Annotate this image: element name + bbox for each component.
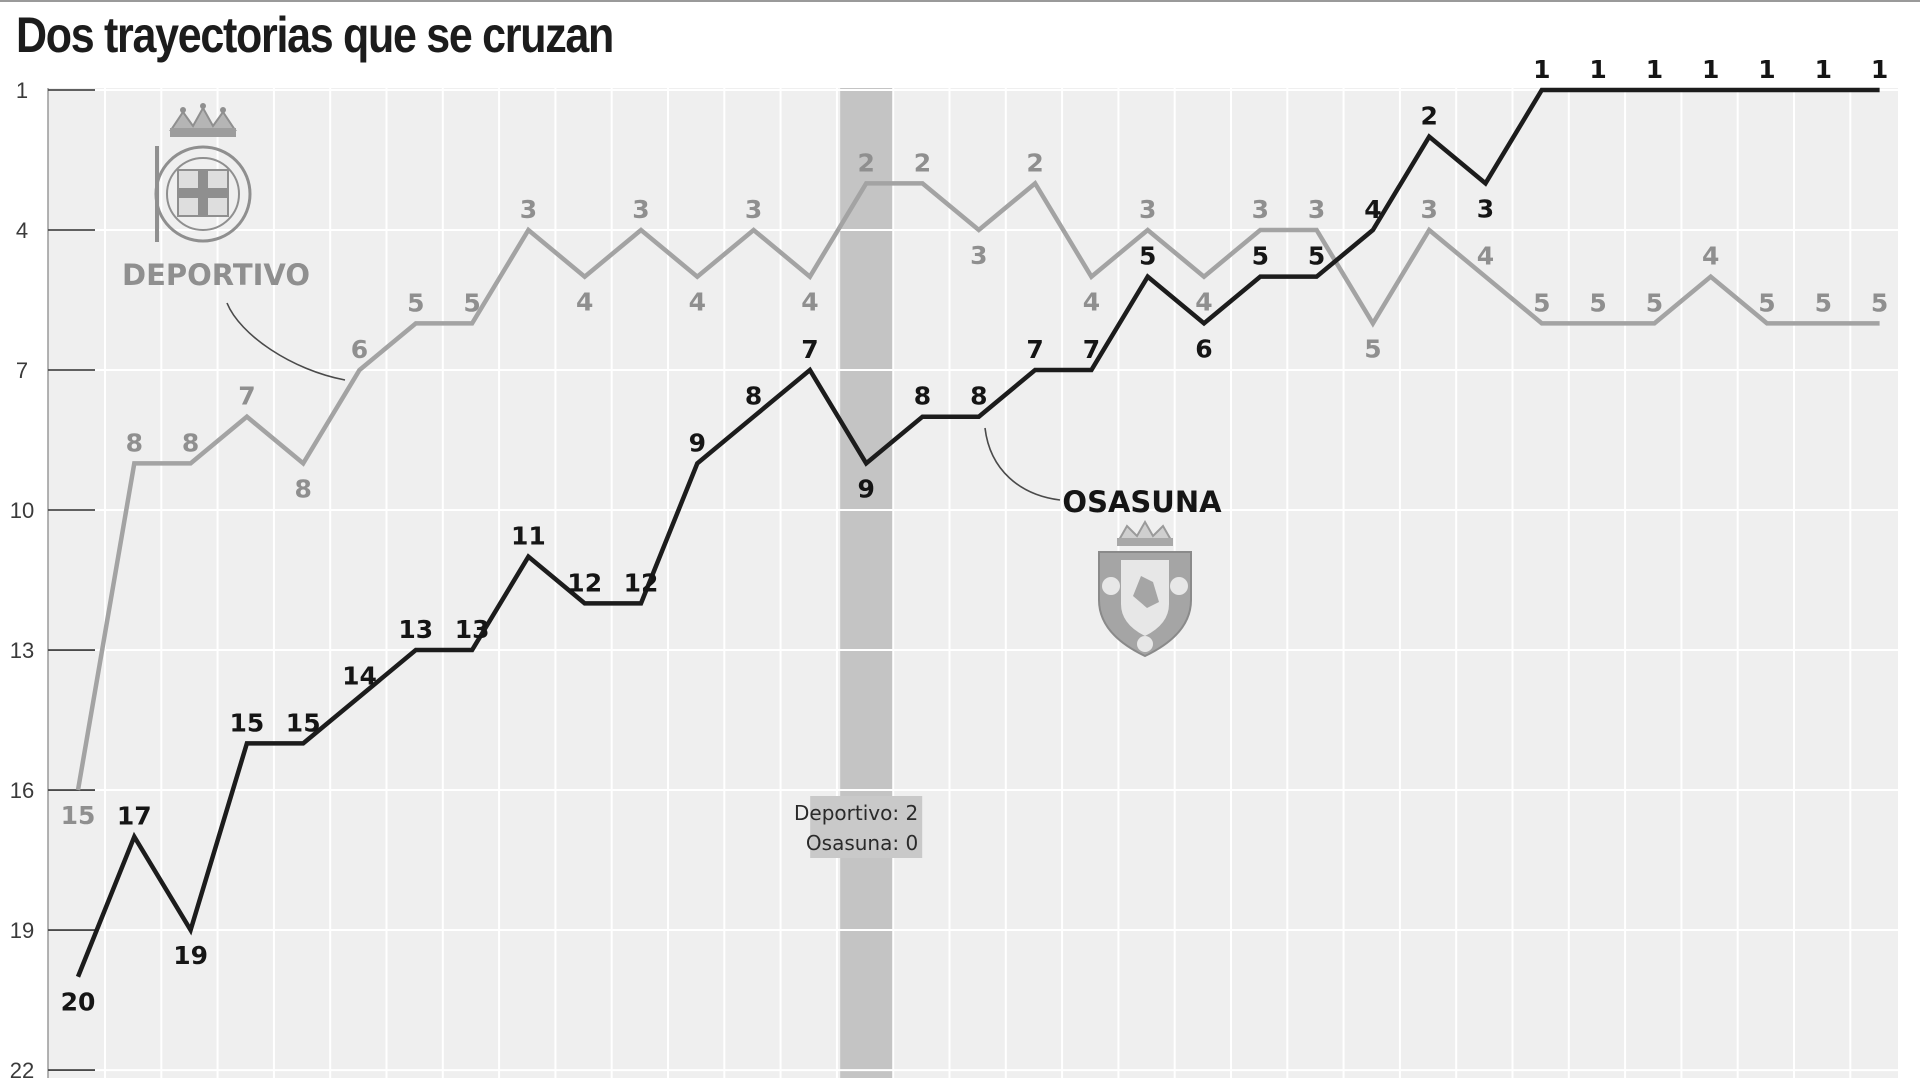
osasuna-data-label: 5	[1139, 242, 1156, 271]
y-tick-label: 16	[10, 778, 34, 803]
osasuna-crest-icon	[1098, 519, 1192, 658]
y-tick-label: 7	[16, 358, 28, 383]
result-annotation-line-2: Osasuna: 0	[806, 831, 918, 855]
deportivo-data-label: 6	[351, 335, 368, 364]
deportivo-data-label: 5	[1815, 288, 1832, 317]
y-tick-label: 4	[16, 218, 28, 243]
deportivo-data-label: 8	[126, 428, 143, 457]
deportivo-data-label: 4	[801, 288, 818, 317]
osasuna-line	[75, 87, 1880, 978]
osasuna-data-label: 8	[745, 382, 762, 411]
horizontal-gridlines	[48, 89, 1898, 1072]
result-annotation-box	[810, 796, 923, 858]
deportivo-data-label: 5	[463, 288, 480, 317]
osasuna-data-label: 7	[1026, 335, 1043, 364]
deportivo-data-label: 3	[520, 195, 537, 224]
deportivo-data-label: 4	[1083, 288, 1100, 317]
deportivo-data-label: 4	[576, 288, 593, 317]
deportivo-data-label: 5	[1646, 288, 1663, 317]
deportivo-data-label: 3	[1252, 195, 1269, 224]
deportivo-data-label: 3	[632, 195, 649, 224]
y-tick-label: 13	[10, 638, 34, 663]
y-tick-label: 10	[10, 498, 34, 523]
osasuna-data-label: 15	[286, 708, 321, 737]
deportivo-data-label: 3	[970, 241, 987, 270]
osasuna-data-label: 12	[567, 568, 602, 597]
osasuna-data-label: 13	[455, 615, 490, 644]
deportivo-data-label: 15	[61, 801, 96, 830]
deportivo-data-label: 2	[914, 148, 931, 177]
deportivo-label: DEPORTIVO	[122, 258, 310, 292]
osasuna-data-label: 19	[173, 941, 208, 970]
osasuna-data-label: 1	[1702, 55, 1719, 84]
deportivo-crest-icon	[154, 103, 252, 243]
osasuna-data-label: 2	[1420, 102, 1437, 131]
osasuna-data-label: 12	[624, 568, 659, 597]
deportivo-line	[75, 179, 1880, 791]
deportivo-data-label: 4	[1195, 288, 1212, 317]
y-tick-label: 1	[16, 78, 28, 103]
y-axis: 1 4 7 10 13 16 19 22	[10, 78, 95, 1080]
deportivo-data-label: 5	[1533, 288, 1550, 317]
osasuna-data-label: 1	[1589, 55, 1606, 84]
deportivo-data-label: 5	[1364, 334, 1381, 363]
osasuna-data-label: 11	[511, 522, 546, 551]
deportivo-data-label: 2	[1026, 148, 1043, 177]
deportivo-data-label: 8	[182, 428, 199, 457]
osasuna-data-label: 1	[1758, 55, 1775, 84]
deportivo-data-label: 5	[1758, 288, 1775, 317]
deportivo-data-label: 5	[407, 288, 424, 317]
osasuna-data-label: 1	[1815, 55, 1832, 84]
deportivo-data-label: 3	[1308, 195, 1325, 224]
osasuna-data-label: 9	[689, 428, 706, 457]
y-tick-label: 22	[10, 1058, 34, 1080]
y-tick-label: 19	[10, 918, 34, 943]
osasuna-data-label: 1	[1871, 55, 1888, 84]
deportivo-data-label: 7	[238, 382, 255, 411]
deportivo-data-label: 3	[1139, 195, 1156, 224]
osasuna-data-label: 1	[1646, 55, 1663, 84]
osasuna-data-label: 9	[857, 474, 874, 503]
top-rule	[0, 0, 1920, 2]
osasuna-data-label: 3	[1477, 194, 1494, 223]
osasuna-data-label: 20	[61, 988, 96, 1017]
result-annotation-line-1: Deportivo: 2	[794, 801, 918, 825]
osasuna-label: OSASUNA	[1062, 485, 1222, 519]
osasuna-data-label: 8	[970, 382, 987, 411]
deportivo-data-label: 3	[745, 195, 762, 224]
deportivo-data-label: 2	[857, 148, 874, 177]
osasuna-data-label: 5	[1252, 242, 1269, 271]
deportivo-data-label: 4	[689, 288, 706, 317]
osasuna-data-label: 7	[1083, 335, 1100, 364]
plot-background	[48, 88, 1898, 1078]
series-lines	[75, 87, 1880, 978]
osasuna-data-label: 14	[342, 662, 377, 691]
chart-title: Dos trayectorias que se cruzan	[16, 7, 614, 63]
osasuna-data-label: 17	[117, 802, 152, 831]
osasuna-data-label: 4	[1364, 195, 1381, 224]
osasuna-data-label: 6	[1195, 334, 1212, 363]
deportivo-data-label: 8	[294, 474, 311, 503]
osasuna-data-label: 13	[398, 615, 433, 644]
deportivo-data-label: 4	[1477, 242, 1494, 271]
deportivo-data-label: 4	[1702, 242, 1719, 271]
deportivo-data-label: 5	[1871, 288, 1888, 317]
osasuna-data-label: 7	[801, 335, 818, 364]
osasuna-data-label: 15	[230, 708, 265, 737]
osasuna-data-label: 1	[1533, 55, 1550, 84]
deportivo-data-label: 5	[1589, 288, 1606, 317]
osasuna-data-label: 5	[1308, 242, 1325, 271]
highlight-band	[840, 88, 893, 1078]
deportivo-connector	[226, 302, 346, 381]
deportivo-data-label: 3	[1420, 195, 1437, 224]
osasuna-data-label: 8	[914, 382, 931, 411]
osasuna-connector	[984, 427, 1061, 501]
